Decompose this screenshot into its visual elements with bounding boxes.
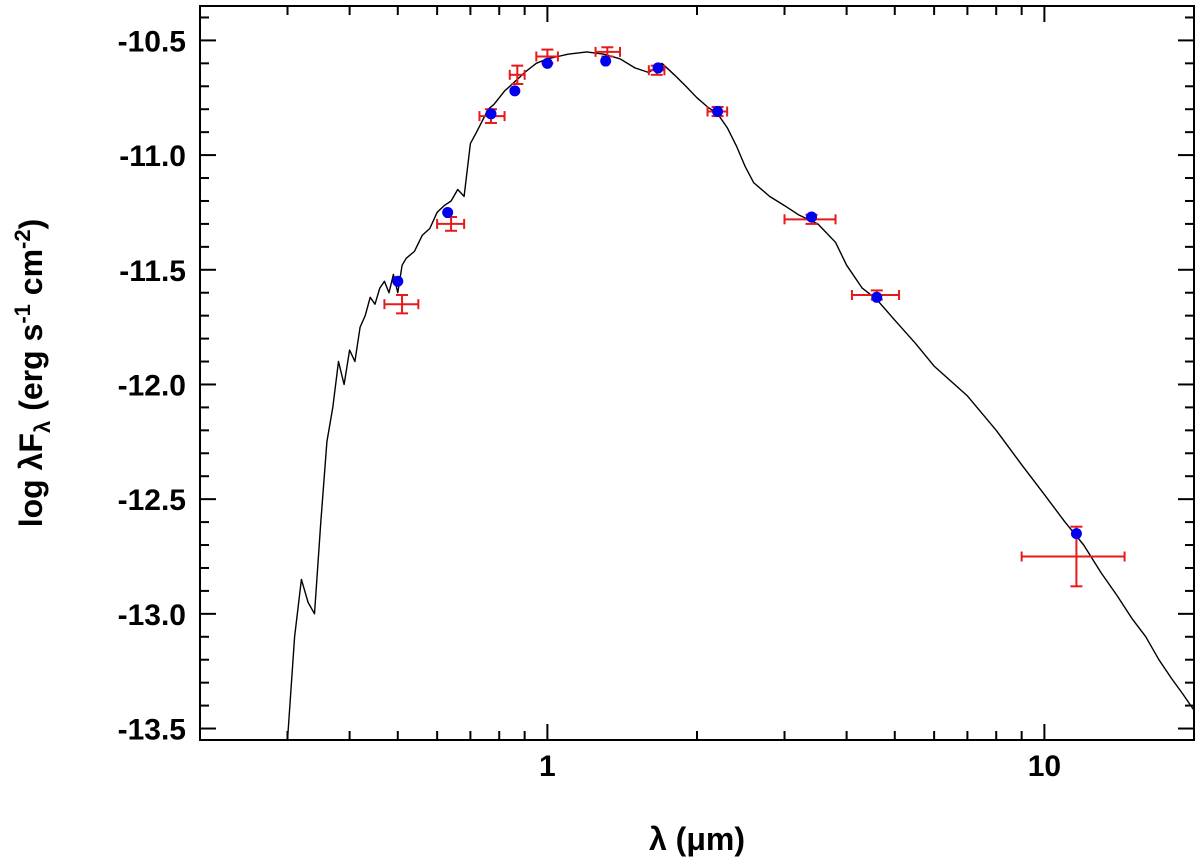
x-axis-label: λ (μm) [649,821,745,857]
y-axis-label-close: ) [13,219,49,230]
y-tick-label: -13.5 [118,714,186,747]
y-tick-label: -12.0 [118,369,186,402]
model-point [652,62,664,74]
x-tick-label: 1 [539,750,556,783]
y-ticks: -10.5 -11.0 -11.5 -12.0 -12.5 -13.0 -13.5 [118,16,1194,747]
y-tick-label: -13.0 [118,599,186,632]
observed-errorbar [508,64,526,85]
model-point-layer [392,55,1082,540]
y-tick-label: -11.5 [119,255,186,288]
model-point [541,57,553,69]
observed-errorbar [594,46,622,58]
y-axis-label: log λFλ (erg s-1 cm-2) [10,219,55,528]
y-axis-label-cm: cm [13,249,49,304]
model-point [442,206,454,218]
y-axis-label-exp1: -1 [10,304,35,324]
model-point [806,211,818,223]
y-axis-label-units: (erg s [13,324,49,411]
model-point [485,108,497,120]
model-point [871,291,883,303]
spectrum-layer [286,51,1194,740]
y-axis-label-exp2: -2 [10,229,35,249]
y-axis-label-prefix: log λF [13,433,49,527]
y-tick-label: -11.0 [119,140,186,173]
x-axis-label-symbol: λ [649,821,667,857]
model-point [712,106,724,118]
errorbar-layer [383,46,1126,588]
plot-frame [199,5,1195,741]
model-point [1070,528,1082,540]
x-ticks: 1 10 [199,6,1195,783]
x-axis-label-unit: (μm) [676,821,745,857]
observed-errorbar [383,294,420,315]
model-point [392,275,404,287]
y-tick-label: -12.5 [118,484,186,517]
x-tick-label: 10 [1028,750,1061,783]
observed-errorbar [436,216,466,232]
model-point [509,85,521,97]
model-point [600,55,612,67]
y-axis-label-subscript: λ [30,421,55,433]
model-spectrum-line [286,51,1194,740]
y-tick-label: -10.5 [118,25,186,58]
